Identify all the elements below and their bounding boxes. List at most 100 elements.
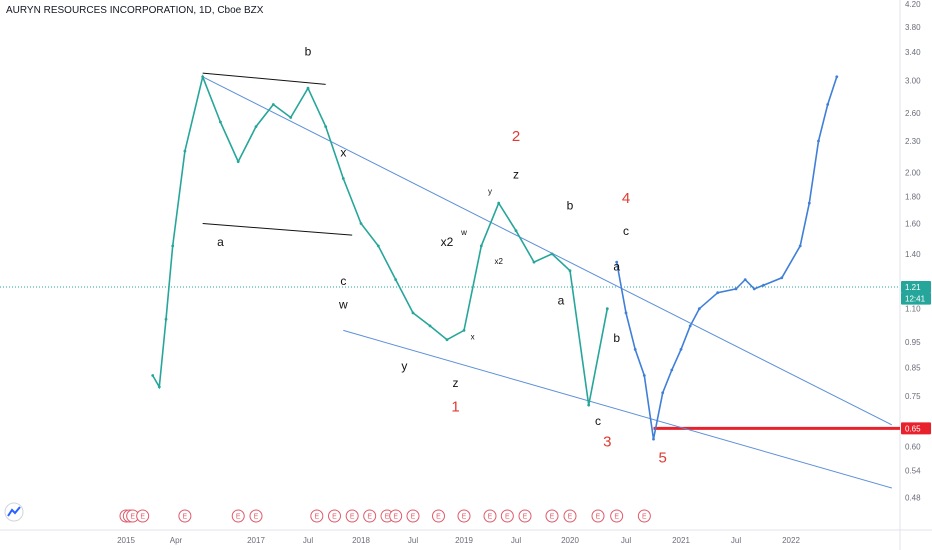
earnings-label: E <box>183 514 188 521</box>
earnings-label: E <box>614 514 619 521</box>
price-point <box>497 201 501 205</box>
earnings-marker: E <box>345 509 359 523</box>
price-point <box>394 278 398 281</box>
time-tick-label: Jul <box>408 536 418 545</box>
price-tick-label: 0.95 <box>905 338 921 347</box>
price-tags: 1.21 12:41 0.65 <box>901 281 931 435</box>
price-tag-label: 0.65 <box>905 424 921 433</box>
price-point <box>171 244 175 248</box>
price-point <box>359 222 363 225</box>
wave-label: a <box>613 260 620 274</box>
earnings-circle <box>136 509 150 523</box>
price-tick-label: 0.75 <box>905 392 921 401</box>
price-tick-label: 3.80 <box>905 23 921 32</box>
earnings-marker: E <box>389 509 403 523</box>
trendline <box>202 76 893 426</box>
earnings-label: E <box>140 514 145 521</box>
price-axis: 4.20 3.80 3.40 3.00 2.60 2.30 2.00 1.80 1.60 1.40… <box>905 0 921 502</box>
time-tick-label: Apr <box>170 536 183 545</box>
price-point <box>164 317 168 321</box>
price-tag: 12:41 <box>901 292 931 305</box>
earnings-label: E <box>523 514 528 521</box>
price-tick-label: 1.40 <box>905 250 921 259</box>
earnings-label: E <box>436 514 441 521</box>
earnings-label: E <box>367 514 372 521</box>
price-tick-label: 1.60 <box>905 219 921 228</box>
price-point <box>652 437 655 441</box>
price-tick-label: 3.40 <box>905 48 921 57</box>
time-tick-label: Jul <box>511 536 521 545</box>
wave-number: 2 <box>512 128 520 145</box>
earnings-circle <box>249 509 263 523</box>
earnings-marker: E <box>136 509 150 523</box>
price-point <box>835 75 839 79</box>
price-point <box>679 348 683 351</box>
wave-label: y <box>488 187 492 196</box>
price-tick-label: 0.60 <box>905 443 921 452</box>
price-tick-label: 3.00 <box>905 77 921 86</box>
price-point <box>624 311 628 315</box>
earnings-label: E <box>642 514 647 521</box>
time-tick-label: Jul <box>303 536 313 545</box>
earnings-circle <box>231 509 245 523</box>
price-point <box>568 269 572 273</box>
wave-label: x2 <box>441 235 454 249</box>
price-point <box>532 260 536 264</box>
wave-label: x2 <box>494 257 503 266</box>
earnings-circle <box>310 509 324 523</box>
price-point <box>807 201 811 205</box>
price-tag: 0.65 <box>901 422 931 435</box>
price-point <box>798 244 802 248</box>
tradingview-logo-icon[interactable] <box>4 502 24 522</box>
time-tick-label: Jul <box>621 536 631 545</box>
time-tick-label: 2015 <box>117 536 135 545</box>
time-axis: 2015 Apr 2017 Jul 2018 Jul 2019 Jul 2020 Jul 2021 J… <box>117 536 800 545</box>
earnings-circle <box>610 509 624 523</box>
price-point <box>289 116 293 119</box>
trendline <box>202 72 326 85</box>
wave-label: c <box>595 414 601 428</box>
price-point <box>254 125 258 128</box>
wave-number: 5 <box>658 449 666 466</box>
price-point <box>236 160 240 164</box>
wave-label: b <box>567 199 574 213</box>
chart-title: AURYN RESOURCES INCORPORATION, 1D, Cboe … <box>6 5 264 16</box>
earnings-label: E <box>568 514 573 521</box>
price-point <box>661 391 665 395</box>
price-point <box>157 385 161 389</box>
price-point <box>642 374 646 377</box>
price-point <box>743 278 747 281</box>
price-point <box>716 291 720 295</box>
earnings-marker: E <box>483 509 497 523</box>
earnings-marker: E <box>518 509 532 523</box>
price-tag: 1.21 <box>901 281 931 294</box>
earnings-label: E <box>488 514 493 521</box>
price-point <box>151 374 155 377</box>
earnings-label: E <box>385 514 390 521</box>
earnings-marker: E <box>406 509 420 523</box>
earnings-marker: E <box>231 509 245 523</box>
price-tag-box <box>901 422 931 435</box>
earnings-circle <box>178 509 192 523</box>
earnings-circle <box>545 509 559 523</box>
price-point <box>411 311 415 315</box>
price-point <box>550 252 554 256</box>
price-tick-label: 0.85 <box>905 363 921 372</box>
wave-label: w <box>460 228 467 237</box>
earnings-label: E <box>332 514 337 521</box>
earnings-marker: E <box>328 509 341 523</box>
time-tick-label: 2020 <box>561 536 579 545</box>
price-tick-label: 0.54 <box>905 467 921 476</box>
price-point <box>697 307 701 311</box>
earnings-label: E <box>254 514 259 521</box>
earnings-label: E <box>462 514 467 521</box>
price-tick-label: 4.20 <box>905 0 921 9</box>
price-tag-box <box>901 281 931 294</box>
trendline <box>202 222 353 236</box>
wave-label: b <box>613 331 620 345</box>
earnings-circle <box>518 509 532 523</box>
price-point <box>587 403 591 407</box>
earnings-circle <box>457 509 471 523</box>
